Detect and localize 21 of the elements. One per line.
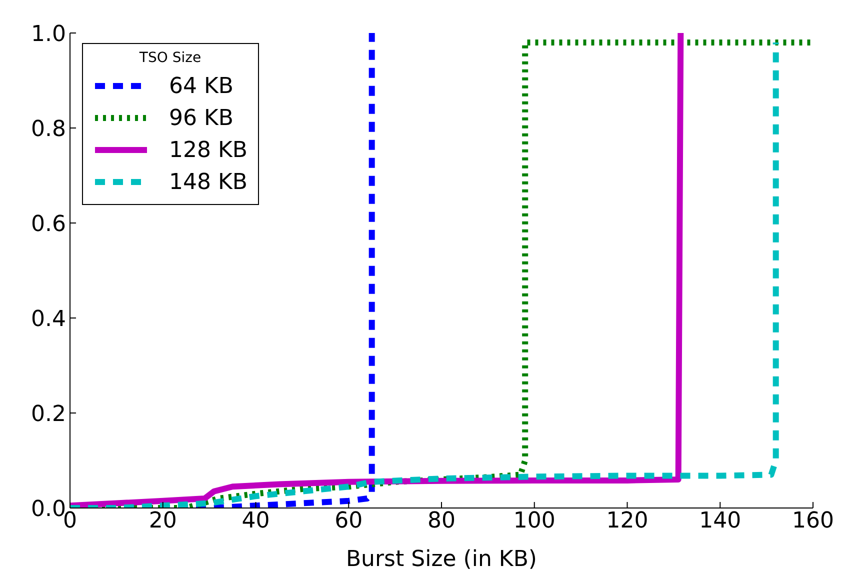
legend-label: 96 KB [169, 106, 234, 130]
x-tick-label: 160 [792, 508, 834, 534]
x-tick-label: 120 [606, 508, 648, 534]
legend-title: TSO Size [138, 50, 202, 66]
x-tick-label: 0 [63, 508, 77, 534]
x-tick-label: 20 [148, 508, 177, 534]
y-tick-label: 0.4 [31, 306, 66, 332]
x-tick-label: 80 [428, 508, 456, 534]
y-tick-label: 0.6 [31, 212, 66, 237]
y-tick-label: 1.0 [31, 22, 66, 47]
legend-label: 128 KB [169, 138, 248, 162]
y-tick-label: 0.0 [31, 496, 66, 522]
x-axis-title: Burst Size (in KB) [346, 547, 538, 572]
y-tick-label: 0.2 [31, 402, 66, 427]
x-tick-label: 60 [334, 508, 363, 534]
legend-label: 64 KB [169, 74, 234, 98]
legend-label: 148 KB [169, 170, 248, 194]
x-tick-label: 140 [699, 508, 742, 534]
y-tick-label: 0.8 [31, 116, 66, 142]
x-tick-label: 100 [513, 508, 556, 534]
x-tick-label: 40 [242, 508, 270, 534]
